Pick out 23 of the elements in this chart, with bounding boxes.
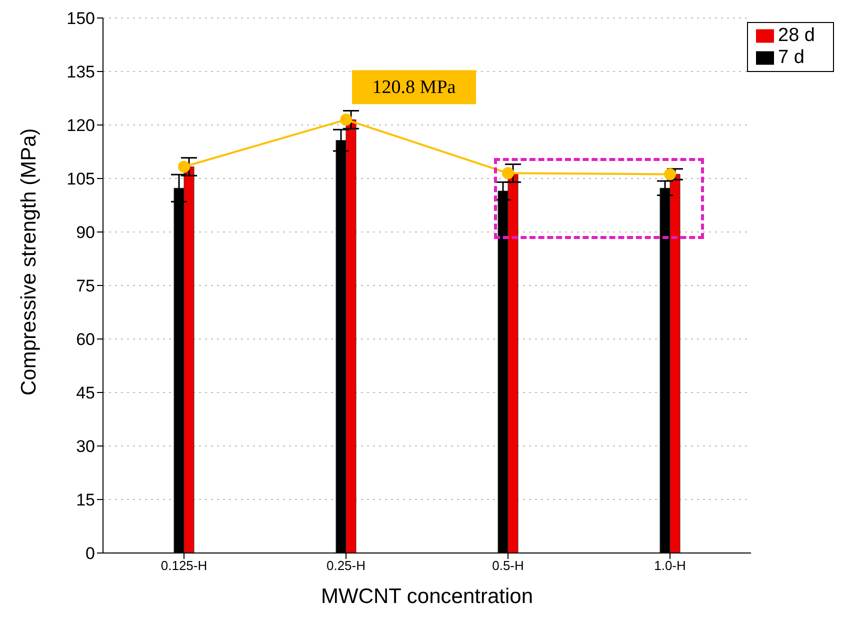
x-axis-title: MWCNT concentration (321, 585, 534, 608)
point (502, 167, 514, 180)
y-tick-label: 105 (66, 170, 95, 189)
legend-label: 7 d (778, 47, 804, 68)
y-tick-label: 0 (86, 544, 95, 564)
x-tick-label: 0.5-H (492, 558, 524, 574)
y-tick-label: 75 (76, 276, 95, 296)
x-tick-label: 0.125-H (160, 558, 208, 574)
y-tick-label: 150 (66, 9, 95, 28)
x-tick-label: 1.0-H (654, 558, 686, 574)
point (340, 114, 352, 126)
y-axis-title: Compressive strength (MPa) (17, 128, 40, 396)
y-tick-label: 45 (76, 384, 95, 403)
x-tick-label: 0.25-H (326, 558, 366, 574)
point (178, 160, 190, 173)
y-tick-label: 135 (66, 62, 95, 82)
y-tick-label: 90 (76, 223, 95, 242)
legend-label: 28 d (778, 25, 815, 46)
y-tick-label: 30 (76, 437, 95, 456)
y-tick-label: 120 (66, 116, 95, 136)
annotation: 120.8 MPa (372, 77, 456, 98)
y-tick-label: 15 (76, 490, 95, 510)
y-tick-label: 60 (76, 330, 95, 350)
